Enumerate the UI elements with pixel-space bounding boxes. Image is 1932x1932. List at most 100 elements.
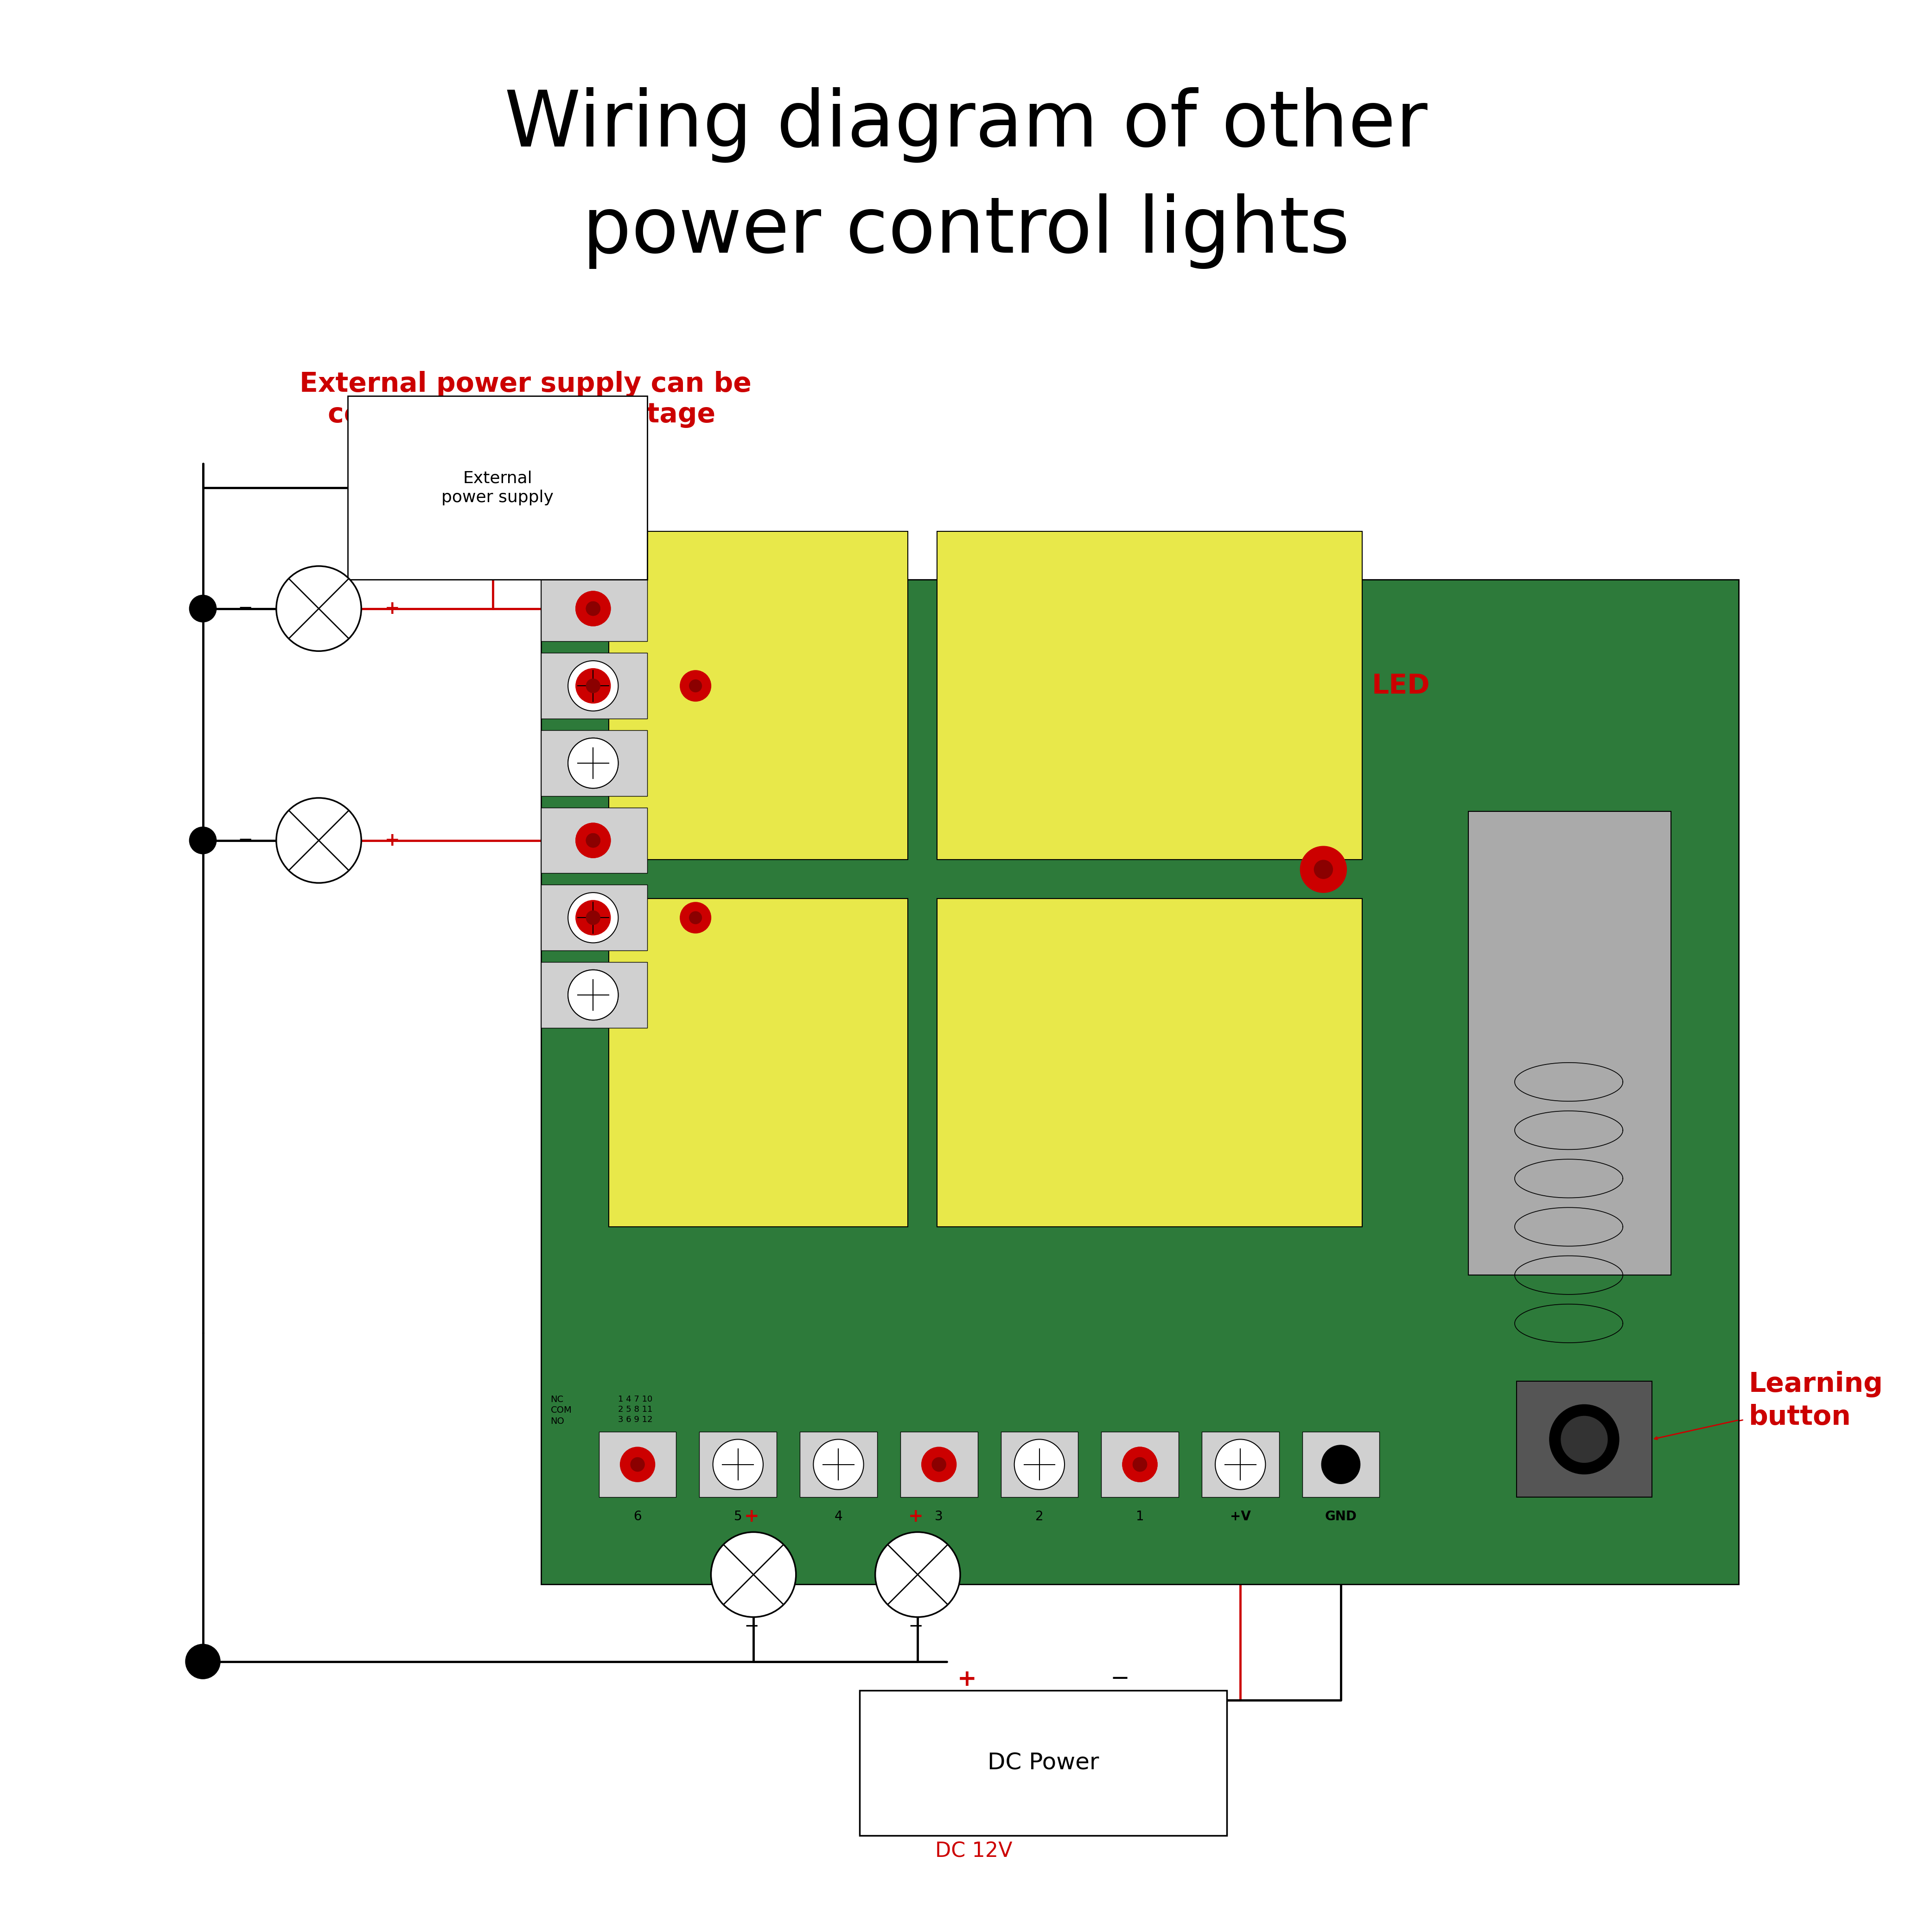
Text: 5: 5 [734, 1511, 742, 1522]
Text: NC
COM
NO: NC COM NO [551, 1395, 572, 1426]
Circle shape [922, 1447, 956, 1482]
FancyBboxPatch shape [541, 576, 647, 641]
Text: External power supply can be
   connected to any voltage: External power supply can be connected t… [299, 371, 752, 429]
Circle shape [585, 678, 601, 694]
FancyBboxPatch shape [1302, 1432, 1379, 1497]
Text: power control lights: power control lights [582, 193, 1350, 269]
Circle shape [568, 970, 618, 1020]
Circle shape [1549, 1405, 1619, 1474]
FancyBboxPatch shape [541, 808, 647, 873]
FancyBboxPatch shape [541, 580, 1739, 1584]
FancyBboxPatch shape [609, 531, 908, 860]
Text: ─: ─ [1113, 1667, 1126, 1690]
FancyBboxPatch shape [1517, 1381, 1652, 1497]
Circle shape [568, 738, 618, 788]
FancyBboxPatch shape [541, 885, 647, 951]
Circle shape [576, 591, 611, 626]
FancyBboxPatch shape [599, 1432, 676, 1497]
FancyBboxPatch shape [609, 898, 908, 1227]
FancyBboxPatch shape [699, 1432, 777, 1497]
Text: 1: 1 [1138, 1461, 1142, 1468]
Text: 4: 4 [837, 1461, 840, 1468]
Circle shape [276, 798, 361, 883]
Text: 8: 8 [589, 914, 597, 922]
Text: 7: 7 [589, 991, 597, 999]
Circle shape [1321, 1445, 1360, 1484]
Circle shape [680, 670, 711, 701]
Circle shape [568, 661, 618, 711]
Text: 5: 5 [736, 1461, 740, 1468]
FancyBboxPatch shape [800, 1432, 877, 1497]
Text: Learning
button: Learning button [1748, 1372, 1884, 1430]
Circle shape [1300, 846, 1347, 893]
Circle shape [585, 601, 601, 616]
Circle shape [1122, 1447, 1157, 1482]
Text: 3: 3 [937, 1461, 941, 1468]
FancyBboxPatch shape [1202, 1432, 1279, 1497]
FancyBboxPatch shape [1468, 811, 1671, 1275]
FancyBboxPatch shape [1001, 1432, 1078, 1497]
Text: +: + [908, 1507, 923, 1526]
Circle shape [1132, 1457, 1148, 1472]
Circle shape [185, 1644, 220, 1679]
Circle shape [576, 591, 611, 626]
Text: 6: 6 [634, 1511, 641, 1522]
Circle shape [711, 1532, 796, 1617]
Text: ─: ─ [910, 1617, 922, 1636]
Text: Wiring diagram of other: Wiring diagram of other [504, 87, 1428, 162]
Circle shape [1122, 1447, 1157, 1482]
Text: LED: LED [1372, 672, 1430, 699]
Text: GND: GND [1331, 1461, 1350, 1468]
Circle shape [189, 827, 216, 854]
Text: ─: ─ [240, 599, 251, 618]
FancyBboxPatch shape [900, 1432, 978, 1497]
Circle shape [576, 823, 611, 858]
Text: 12: 12 [587, 605, 599, 612]
Circle shape [585, 910, 601, 925]
Text: 2: 2 [1037, 1461, 1041, 1468]
Text: +: + [384, 831, 400, 850]
FancyBboxPatch shape [937, 531, 1362, 860]
Text: 11: 11 [587, 682, 599, 690]
Text: External
power supply: External power supply [440, 469, 554, 506]
Circle shape [630, 1457, 645, 1472]
Text: DC 12V: DC 12V [935, 1841, 1012, 1861]
Text: 1: 1 [1136, 1511, 1144, 1522]
Circle shape [620, 1447, 655, 1482]
FancyBboxPatch shape [860, 1690, 1227, 1835]
Text: +: + [384, 599, 400, 618]
Circle shape [568, 970, 618, 1020]
Text: +: + [744, 1507, 759, 1526]
FancyBboxPatch shape [1101, 1432, 1179, 1497]
Text: +V: +V [1233, 1461, 1248, 1468]
Circle shape [576, 900, 611, 935]
FancyBboxPatch shape [348, 396, 647, 580]
Circle shape [690, 912, 701, 923]
Text: 9: 9 [589, 837, 597, 844]
Text: ─: ─ [746, 1617, 757, 1636]
Text: 10: 10 [587, 759, 599, 767]
Circle shape [568, 738, 618, 788]
Text: +V: +V [1231, 1511, 1250, 1522]
Circle shape [276, 566, 361, 651]
Circle shape [1215, 1439, 1265, 1490]
Text: 3: 3 [935, 1511, 943, 1522]
FancyBboxPatch shape [541, 653, 647, 719]
Circle shape [875, 1532, 960, 1617]
Circle shape [690, 680, 701, 692]
Text: 2: 2 [1036, 1511, 1043, 1522]
FancyBboxPatch shape [541, 730, 647, 796]
Circle shape [1014, 1439, 1065, 1490]
Circle shape [576, 823, 611, 858]
Text: DC Power: DC Power [987, 1752, 1099, 1774]
Circle shape [1132, 1457, 1148, 1472]
Text: 1 4 7 10
2 5 8 11
3 6 9 12: 1 4 7 10 2 5 8 11 3 6 9 12 [618, 1395, 653, 1424]
Circle shape [713, 1439, 763, 1490]
Circle shape [189, 595, 216, 622]
Circle shape [568, 893, 618, 943]
Circle shape [680, 902, 711, 933]
Circle shape [576, 668, 611, 703]
Circle shape [585, 601, 601, 616]
Text: +: + [956, 1667, 976, 1690]
Text: GND: GND [1325, 1511, 1356, 1522]
